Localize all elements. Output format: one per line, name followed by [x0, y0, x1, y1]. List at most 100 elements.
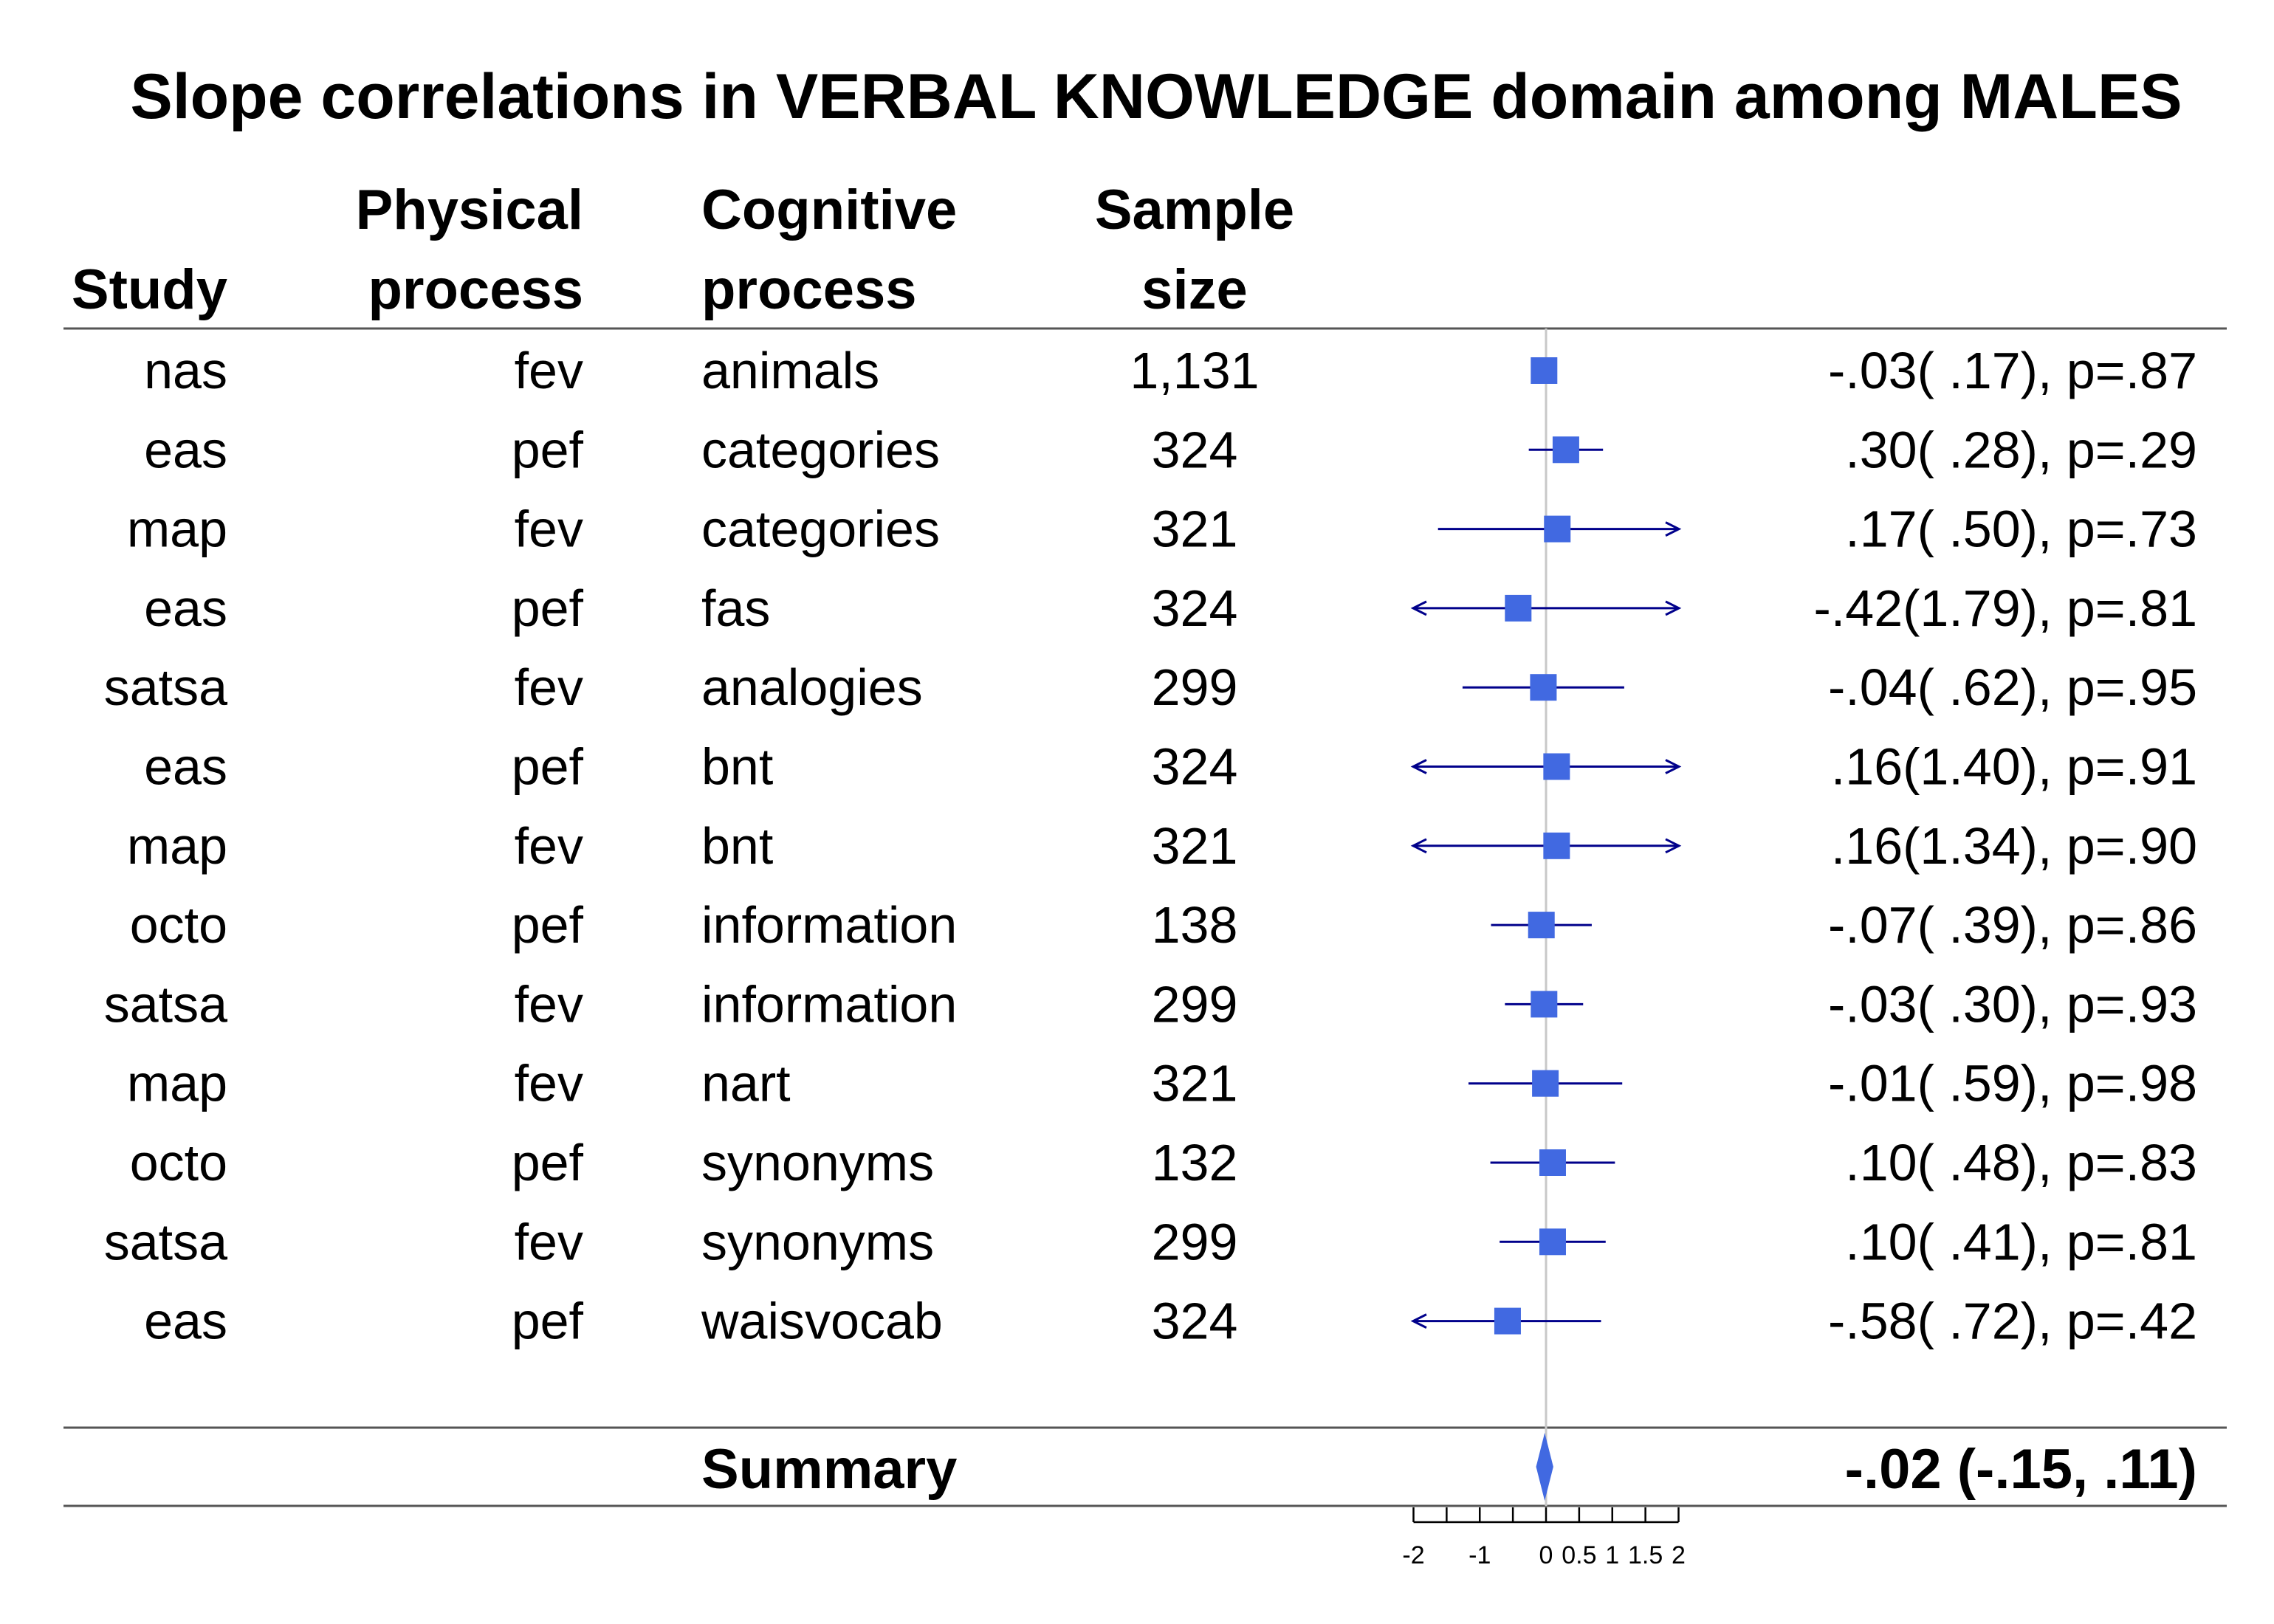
- cognitive-process-cell: categories: [701, 500, 940, 558]
- study-cell: eas: [144, 738, 227, 796]
- x-tick-label: 1.5: [1628, 1541, 1663, 1569]
- study-cell: eas: [144, 1293, 227, 1350]
- study-cell: eas: [144, 421, 227, 478]
- cognitive-process-cell: analogies: [701, 658, 923, 716]
- ci-arrow-left: [1410, 600, 1427, 616]
- sample-size-cell: 324: [1152, 738, 1238, 796]
- chart-title: Slope correlations in VERBAL KNOWLEDGE d…: [130, 61, 2182, 132]
- physical-process-cell: pef: [512, 1293, 584, 1350]
- forest-row: eas pef bnt 324 .16(1.40), p=.91: [144, 738, 2197, 796]
- summary-estimate: -.02 (-.15, .11): [1845, 1438, 2197, 1501]
- ci-arrow-left: [1410, 759, 1427, 774]
- study-cell: nas: [144, 342, 227, 399]
- x-tick-label: 0.5: [1562, 1541, 1596, 1569]
- physical-process-cell: fev: [515, 342, 583, 399]
- estimate-label: .10( .41), p=.81: [1845, 1213, 2197, 1270]
- x-tick-label: 2: [1672, 1541, 1686, 1569]
- ci-arrow-right: [1665, 759, 1682, 774]
- point-estimate: [1543, 832, 1570, 859]
- x-tick-label: 0: [1539, 1541, 1553, 1569]
- physical-process-cell: fev: [515, 1213, 583, 1270]
- forest-row: octo pef information 138 -.07( .39), p=.86: [130, 896, 2197, 954]
- summary-label: Summary: [701, 1438, 957, 1501]
- estimate-label: .30( .28), p=.29: [1845, 421, 2197, 478]
- cognitive-process-cell: synonyms: [701, 1134, 934, 1191]
- ci-arrow-right: [1665, 838, 1682, 854]
- estimate-label: -.42(1.79), p=.81: [1814, 579, 2198, 637]
- point-estimate: [1530, 674, 1557, 701]
- physical-process-cell: fev: [515, 658, 583, 716]
- sample-size-cell: 1,131: [1130, 342, 1259, 399]
- point-estimate: [1539, 1149, 1566, 1176]
- forest-row: eas pef fas 324 -.42(1.79), p=.81: [144, 579, 2197, 637]
- sample-size-cell: 324: [1152, 579, 1238, 637]
- study-cell: satsa: [104, 1213, 227, 1270]
- estimate-label: -.01( .59), p=.98: [1828, 1055, 2197, 1112]
- forest-row: satsa fev analogies 299 -.04( .62), p=.95: [104, 658, 2197, 716]
- estimate-label: -.03( .17), p=.87: [1828, 342, 2197, 399]
- study-cell: map: [127, 1055, 227, 1112]
- study-cell: eas: [144, 579, 227, 637]
- point-estimate: [1532, 1070, 1559, 1097]
- sample-size-cell: 324: [1152, 421, 1238, 478]
- estimate-label: -.07( .39), p=.86: [1828, 896, 2197, 954]
- ci-arrow-left: [1410, 838, 1427, 854]
- estimate-label: .16(1.34), p=.90: [1831, 817, 2197, 875]
- ci-arrow-right: [1665, 521, 1682, 537]
- sample-size-cell: 321: [1152, 500, 1238, 558]
- header-physical-line1: Physical: [356, 179, 583, 241]
- study-cell: satsa: [104, 975, 227, 1033]
- point-estimate: [1552, 436, 1579, 464]
- header-cognitive-line1: Cognitive: [701, 179, 957, 241]
- forest-row: eas pef waisvocab 324 -.58( .72), p=.42: [144, 1293, 2197, 1350]
- cognitive-process-cell: fas: [701, 579, 770, 637]
- header-physical-line2: process: [368, 258, 584, 321]
- ci-arrow-left: [1410, 1313, 1427, 1329]
- estimate-label: -.58( .72), p=.42: [1828, 1293, 2197, 1350]
- forest-row: map fev categories 321 .17( .50), p=.73: [127, 500, 2197, 558]
- point-estimate: [1528, 912, 1555, 939]
- header-study: Study: [72, 258, 227, 321]
- summary-diamond: [1536, 1433, 1553, 1501]
- estimate-label: .17( .50), p=.73: [1845, 500, 2197, 558]
- study-cell: satsa: [104, 658, 227, 716]
- estimate-label: .10( .48), p=.83: [1845, 1134, 2197, 1191]
- physical-process-cell: fev: [515, 975, 583, 1033]
- cognitive-process-cell: animals: [701, 342, 879, 399]
- cognitive-process-cell: nart: [701, 1055, 791, 1112]
- physical-process-cell: fev: [515, 500, 583, 558]
- study-cell: octo: [130, 1134, 227, 1191]
- cognitive-process-cell: information: [701, 896, 957, 954]
- sample-size-cell: 321: [1152, 1055, 1238, 1112]
- header-sample-line1: Sample: [1095, 179, 1294, 241]
- physical-process-cell: pef: [512, 421, 584, 478]
- physical-process-cell: pef: [512, 579, 584, 637]
- forest-row: map fev bnt 321 .16(1.34), p=.90: [127, 817, 2197, 875]
- x-axis: -2 -1 0 0.5 1 1.5 2: [1402, 1507, 1686, 1569]
- cognitive-process-cell: information: [701, 975, 957, 1033]
- point-estimate: [1531, 991, 1558, 1018]
- estimate-label: .16(1.40), p=.91: [1831, 738, 2197, 796]
- cognitive-process-cell: categories: [701, 421, 940, 478]
- sample-size-cell: 324: [1152, 1293, 1238, 1350]
- sample-size-cell: 299: [1152, 1213, 1238, 1270]
- forest-row: map fev nart 321 -.01( .59), p=.98: [127, 1055, 2197, 1112]
- header-sample-line2: size: [1141, 258, 1248, 321]
- study-cell: map: [127, 500, 227, 558]
- physical-process-cell: pef: [512, 738, 584, 796]
- cognitive-process-cell: synonyms: [701, 1213, 934, 1270]
- header-cognitive-line2: process: [701, 258, 917, 321]
- cognitive-process-cell: bnt: [701, 738, 773, 796]
- x-tick-label: 1: [1605, 1541, 1619, 1569]
- physical-process-cell: fev: [515, 817, 583, 875]
- forest-row: satsa fev information 299 -.03( .30), p=.93: [104, 975, 2197, 1033]
- study-cell: octo: [130, 896, 227, 954]
- estimate-label: -.03( .30), p=.93: [1828, 975, 2197, 1033]
- sample-size-cell: 299: [1152, 658, 1238, 716]
- point-estimate: [1494, 1307, 1521, 1335]
- sample-size-cell: 132: [1152, 1134, 1238, 1191]
- estimate-label: -.04( .62), p=.95: [1828, 658, 2197, 716]
- forest-row: eas pef categories 324 .30( .28), p=.29: [144, 421, 2197, 478]
- physical-process-cell: fev: [515, 1055, 583, 1112]
